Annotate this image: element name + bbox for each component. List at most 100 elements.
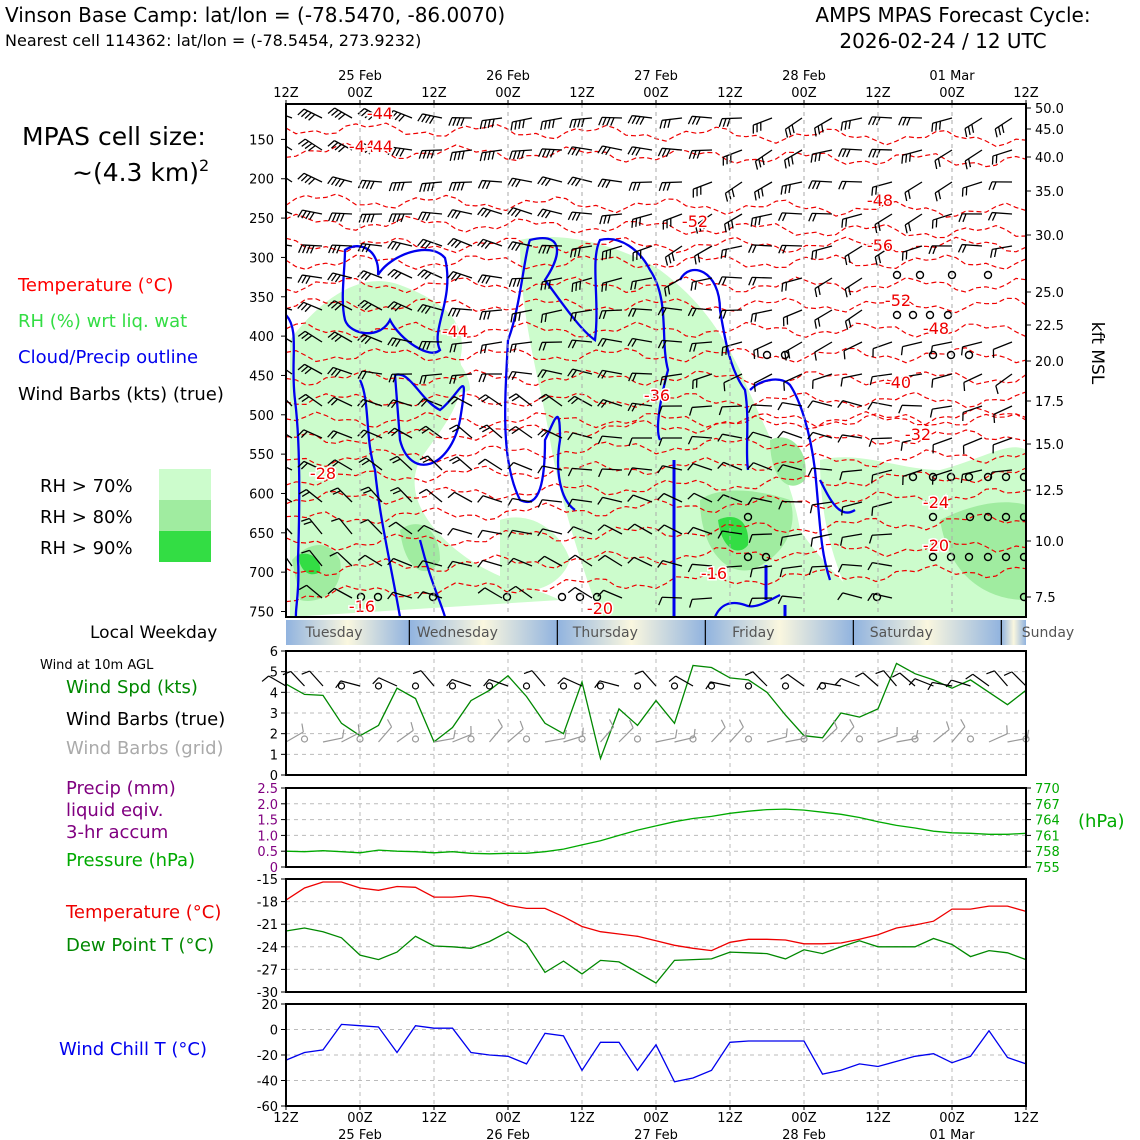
calm-marker-grid (467, 735, 475, 743)
calm-marker (983, 512, 993, 522)
wind-barb (387, 240, 413, 251)
precip-pressure-tick-label: 0.5 (257, 845, 278, 860)
wind-barb (540, 117, 563, 131)
legend-wind-speed: Wind Spd (kts) (66, 677, 198, 698)
wind-barb (417, 269, 443, 280)
calm-marker (946, 552, 956, 562)
wind-barb (597, 496, 623, 505)
wind-barb (692, 181, 713, 198)
height-tick-label: 50.0 (1035, 102, 1064, 117)
swatch-rh90 (159, 531, 211, 562)
wind-barb (449, 373, 473, 385)
wind-barb (688, 597, 713, 608)
wind-barb (477, 495, 503, 503)
wind-barb (840, 117, 863, 131)
pressure-tick-label: 350 (249, 291, 274, 306)
wind-barb (901, 245, 923, 261)
calm-marker (1001, 512, 1011, 522)
wind-barb (718, 309, 743, 319)
calm-marker (947, 270, 957, 280)
calm-wind-markers (356, 270, 1026, 602)
wind-barb (718, 117, 743, 128)
wind-barb (658, 181, 683, 192)
wind-barb (447, 396, 473, 407)
temperature-contour-label: -24 (923, 493, 949, 512)
legend-wind-barbs-true: Wind Barbs (true) (66, 709, 225, 730)
wind-barb (478, 424, 503, 439)
wind-barb (995, 373, 1013, 395)
bottom-tick-label: 12Z (865, 1111, 891, 1126)
weekday-name: Tuesday (305, 625, 363, 641)
wind-barb (868, 533, 893, 544)
wind-barb (657, 306, 683, 316)
wind-barb (448, 117, 473, 127)
wind-barb (388, 521, 413, 535)
bottom-date-label: 26 Feb (486, 1128, 530, 1140)
wind-chill-panel: 20 0 -20 -40 -60 (257, 998, 1027, 1115)
wind-barb (812, 373, 833, 389)
pressure-line (285, 808, 1027, 855)
wind-barb (507, 497, 533, 507)
calm-marker (908, 472, 918, 482)
weekday-segment (286, 620, 410, 645)
title-left: Vinson Base Camp: lat/lon = (-78.5470, -… (5, 3, 505, 27)
weekday-name: Sunday (1022, 625, 1074, 641)
wind-barb (298, 584, 323, 599)
wind-barb (600, 719, 615, 743)
temperature-contour-label: -52 (885, 291, 911, 310)
calm-marker (743, 552, 753, 562)
wind-barb (931, 373, 953, 388)
wind-barb (748, 276, 773, 286)
wind-barb (777, 212, 803, 222)
calm-marker (892, 310, 902, 320)
legend-pressure: Pressure (hPa) (66, 850, 195, 871)
calm-marker (908, 310, 918, 320)
legend-sfc-temperature: Temperature (°C) (65, 902, 221, 923)
wind-barb (327, 366, 353, 378)
pressure-tick-label: 767 (1035, 798, 1060, 813)
wind-barb (899, 373, 923, 386)
wind-barb (958, 213, 983, 223)
wind-barb (900, 437, 923, 451)
legend-wind: Wind Barbs (kts) (true) (18, 384, 224, 405)
pressure-tick-label: 650 (249, 527, 274, 542)
wind-barb (286, 177, 293, 183)
top-date-label: 26 Feb (486, 69, 530, 84)
height-tick-label: 25.0 (1035, 286, 1064, 301)
top-tick-label: 12Z (421, 86, 447, 101)
wind-barb (598, 468, 623, 478)
wind-barb (962, 405, 983, 421)
wind-barb (327, 430, 353, 440)
wind-barb (627, 523, 653, 535)
weekday-segment (1001, 620, 1026, 645)
wind-barb (479, 117, 503, 130)
wind-barb (988, 181, 1013, 191)
wind-barb (657, 465, 683, 474)
calm-marker (670, 682, 679, 690)
wind-barb (567, 211, 593, 221)
calm-marker (928, 512, 938, 522)
wind-barb (372, 677, 398, 687)
calm-marker (761, 552, 771, 562)
wind-barb (874, 213, 893, 234)
wind-barb (286, 145, 293, 151)
wind-barb (747, 497, 773, 506)
wind-barb (387, 109, 413, 122)
calm-marker-grid (855, 735, 864, 743)
temperature-contour-label: -56 (867, 236, 893, 255)
calm-marker (964, 552, 974, 562)
wind-barb (298, 489, 323, 503)
wind-barb (447, 237, 473, 249)
legend-temperature: Temperature (°C) (17, 275, 173, 296)
wind-speed-tick-label: 5 (270, 666, 278, 681)
weekday-strip: Local Weekday Tuesday Wednesday Thursday Fr… (90, 620, 1074, 645)
wind-barb (748, 533, 773, 543)
calm-marker-grid (633, 735, 642, 743)
calm-marker (596, 682, 605, 690)
wind-barb (387, 427, 413, 439)
wind-barb (327, 272, 353, 283)
wind-speed-tick-label: 3 (270, 707, 278, 722)
wind-barb (778, 500, 803, 510)
wind-barb (538, 244, 563, 254)
pressure-tick-label: 400 (249, 330, 274, 345)
